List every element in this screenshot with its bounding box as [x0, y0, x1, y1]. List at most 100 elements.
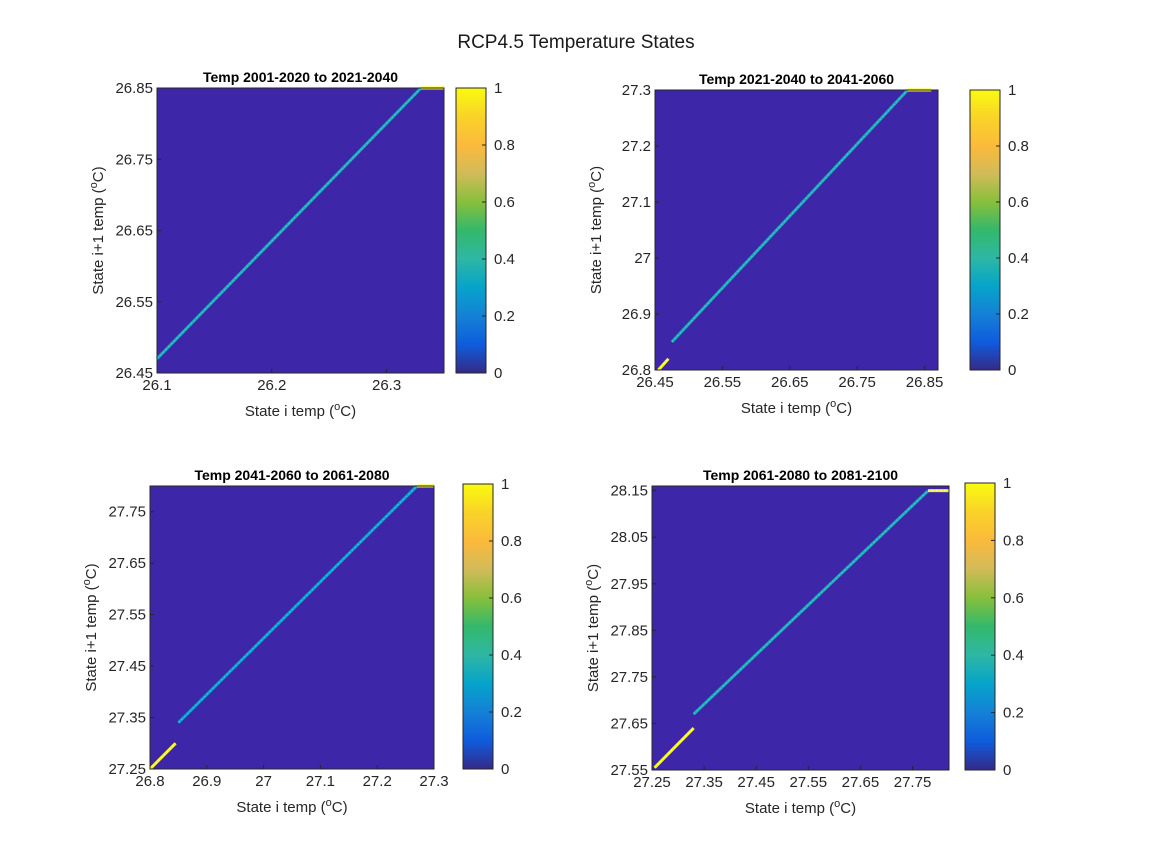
y-tick-label-4-4: 27.85	[610, 622, 648, 639]
x-axis-label-2: State i temp (oC)	[741, 398, 852, 417]
diagonal-band-highlight-2	[671, 89, 909, 343]
colorbar-tick-label-3-6: 1	[501, 476, 509, 493]
colorbar-tick-label-3-3: 0.4	[501, 647, 522, 664]
x-tick-label-4-6: 27.75	[894, 774, 932, 791]
y-tick-label-4-2: 27.65	[610, 715, 648, 732]
heatmap-background-2	[655, 90, 938, 370]
colorbar-tick-label-4-5: 0.8	[1003, 532, 1024, 549]
x-tick-label-1-1: 26.1	[142, 377, 171, 394]
y-tick-label-4-7: 28.15	[610, 483, 648, 500]
y-tick-label-4-6: 28.05	[610, 529, 648, 546]
axes-frame-3	[149, 485, 435, 770]
x-tick-label-2-4: 26.75	[838, 374, 876, 391]
x-tick-label-4-5: 27.65	[842, 774, 880, 791]
colorbar-tick-label-2-4: 0.6	[1008, 194, 1029, 211]
colorbar-tick-label-1-1: 0	[494, 365, 502, 382]
colorbar-tick-label-3-1: 0	[501, 761, 509, 778]
colorbar-tick-label-4-1: 0	[1003, 762, 1011, 779]
x-axis-label-4: State i temp (oC)	[745, 798, 856, 817]
x-tick-label-4-3: 27.45	[737, 774, 775, 791]
x-tick-label-4-2: 27.35	[685, 774, 723, 791]
y-tick-label-4-3: 27.75	[610, 669, 648, 686]
y-tick-label-3-2: 27.35	[108, 710, 146, 727]
y-tick-label-3-4: 27.55	[108, 607, 146, 624]
y-tick-label-3-6: 27.75	[108, 504, 146, 521]
figure-title: RCP4.5 Temperature States	[457, 32, 695, 53]
colorbar-tick-label-3-5: 0.8	[501, 533, 522, 550]
x-tick-label-2-5: 26.85	[906, 374, 944, 391]
y-tick-label-1-5: 26.85	[115, 80, 153, 97]
colorbar-tick-label-2-5: 0.8	[1008, 138, 1029, 155]
y-tick-label-2-3: 27	[634, 250, 651, 267]
x-tick-label-1-3: 26.3	[372, 377, 401, 394]
y-tick-label-2-5: 27.2	[622, 138, 651, 155]
diagonal-band-highlight-3	[178, 485, 418, 724]
y-tick-label-3-1: 27.25	[108, 761, 146, 778]
y-tick-label-2-1: 26.8	[622, 362, 651, 379]
y-axis-label-2: State i+1 temp (oC)	[586, 166, 605, 294]
x-tick-label-1-2: 26.2	[257, 377, 286, 394]
colorbar-tick-label-1-3: 0.4	[494, 251, 515, 268]
x-tick-label-2-2: 26.55	[704, 374, 742, 391]
y-tick-label-1-2: 26.55	[115, 294, 153, 311]
y-axis-label-3: State i+1 temp (oC)	[81, 563, 100, 691]
colorbar-tick-label-1-5: 0.8	[494, 137, 515, 154]
x-tick-label-3-1: 26.8	[135, 773, 164, 790]
x-axis-label-1: State i temp (oC)	[245, 401, 356, 420]
x-tick-label-3-5: 27.2	[363, 773, 392, 790]
axes-title-2: Temp 2021-2040 to 2041-2060	[699, 71, 894, 87]
y-tick-label-2-6: 27.3	[622, 82, 651, 99]
colorbar-tick-label-3-2: 0.2	[501, 704, 522, 721]
colorbar-tick-label-3-4: 0.6	[501, 590, 522, 607]
axes-title-1: Temp 2001-2020 to 2021-2040	[203, 69, 398, 85]
colorbar-tick-label-4-2: 0.2	[1003, 705, 1024, 722]
colorbar-4	[964, 482, 996, 771]
x-tick-label-4-4: 27.55	[790, 774, 828, 791]
heatmap-background-3	[150, 486, 434, 769]
high-probability-cells-4-1	[653, 727, 695, 769]
x-tick-label-4-1: 27.25	[633, 774, 671, 791]
y-tick-label-1-1: 26.45	[115, 365, 153, 382]
colorbar-tick-label-2-3: 0.4	[1008, 250, 1029, 267]
y-tick-label-2-4: 27.1	[622, 194, 651, 211]
colorbar-tick-label-2-2: 0.2	[1008, 306, 1029, 323]
x-tick-label-3-6: 27.3	[419, 773, 448, 790]
x-axis-label-3: State i temp (oC)	[236, 797, 347, 816]
x-tick-label-2-1: 26.45	[636, 374, 674, 391]
axes-title-3: Temp 2041-2060 to 2061-2080	[194, 467, 389, 483]
diagonal-band-highlight-1	[156, 87, 422, 360]
colorbar-tick-label-4-6: 1	[1003, 475, 1011, 492]
colorbar-2	[969, 89, 1001, 371]
colorbar-1	[455, 87, 487, 374]
heatmap-background-4	[652, 486, 949, 770]
y-tick-label-2-2: 26.9	[622, 306, 651, 323]
y-tick-label-4-1: 27.55	[610, 762, 648, 779]
y-tick-label-4-5: 27.95	[610, 576, 648, 593]
y-axis-label-1: State i+1 temp (oC)	[88, 166, 107, 294]
high-probability-cell-edges-2-1	[657, 358, 669, 371]
colorbar-tick-label-1-4: 0.6	[494, 194, 515, 211]
colorbar-tick-label-2-1: 0	[1008, 362, 1016, 379]
colorbar-tick-label-4-3: 0.4	[1003, 647, 1024, 664]
y-tick-label-3-3: 27.45	[108, 658, 146, 675]
high-probability-cells-3-1	[148, 742, 177, 771]
x-tick-label-3-2: 26.9	[192, 773, 221, 790]
y-tick-label-1-3: 26.65	[115, 223, 153, 240]
x-tick-label-2-3: 26.65	[771, 374, 809, 391]
x-tick-label-3-3: 27	[255, 773, 272, 790]
x-tick-label-3-4: 27.1	[306, 773, 335, 790]
colorbar-tick-label-1-2: 0.2	[494, 308, 515, 325]
y-axis-label-4: State i+1 temp (oC)	[583, 564, 602, 692]
axes-frame-4	[651, 485, 950, 771]
axes-title-4: Temp 2061-2080 to 2081-2100	[703, 467, 898, 483]
colorbar-tick-label-2-6: 1	[1008, 82, 1016, 99]
colorbar-3	[462, 483, 494, 770]
diagonal-band-highlight-4	[693, 490, 929, 715]
y-tick-label-3-5: 27.65	[108, 555, 146, 572]
axes-frame-2	[654, 89, 939, 371]
y-tick-label-1-4: 26.75	[115, 151, 153, 168]
heatmap-background-1	[157, 88, 444, 373]
colorbar-tick-label-1-6: 1	[494, 80, 502, 97]
colorbar-tick-label-4-4: 0.6	[1003, 590, 1024, 607]
